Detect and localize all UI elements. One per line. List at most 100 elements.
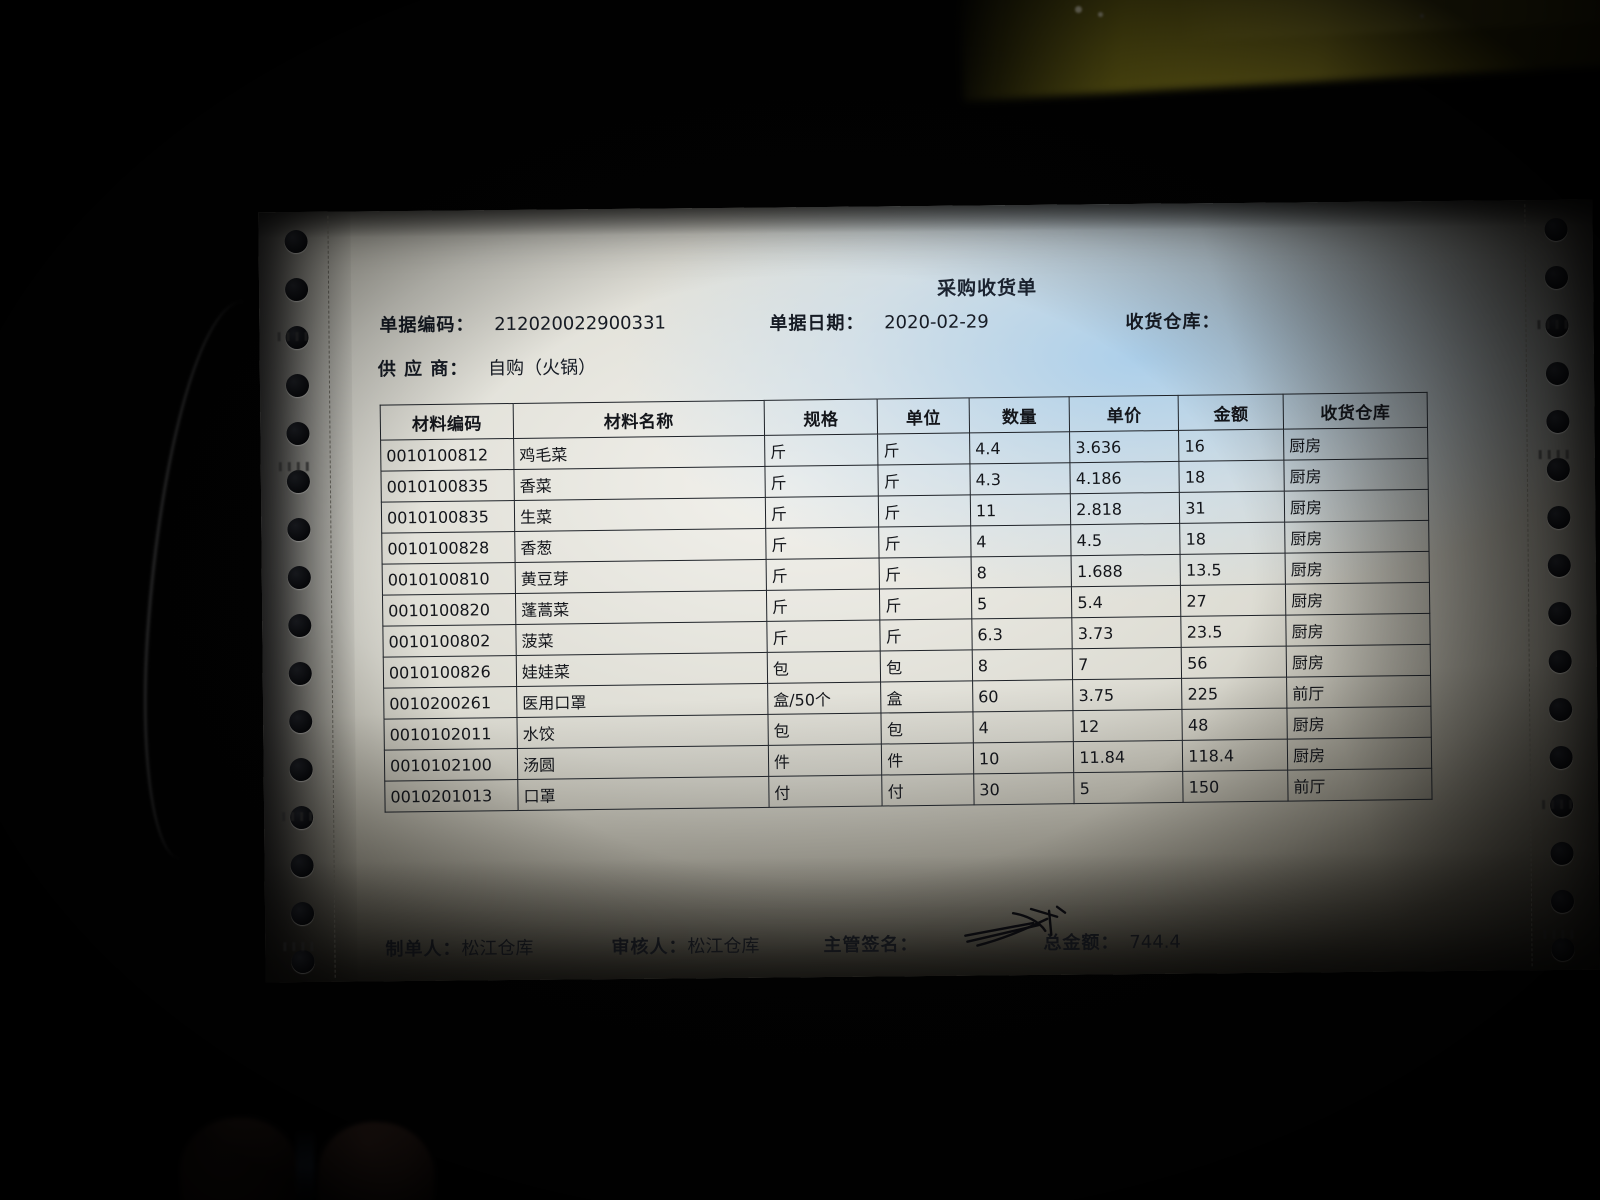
cell-qty: 5 bbox=[971, 586, 1073, 619]
feed-hole bbox=[1548, 601, 1572, 626]
doc-warehouse-label: 收货仓库： bbox=[1125, 311, 1221, 334]
cell-price: 7 bbox=[1072, 647, 1182, 680]
feed-hole bbox=[1545, 361, 1570, 386]
cell-amount: 23.5 bbox=[1181, 615, 1287, 648]
feed-edge-marking bbox=[1538, 449, 1573, 460]
cell-qty: 4 bbox=[970, 524, 1072, 557]
cell-code: 0010102011 bbox=[383, 717, 518, 751]
feed-hole bbox=[1547, 505, 1571, 530]
cell-name: 口罩 bbox=[517, 776, 769, 811]
cell-price: 3.75 bbox=[1072, 678, 1183, 711]
col-header-qty: 数量 bbox=[969, 396, 1070, 433]
cell-qty: 4 bbox=[972, 710, 1074, 743]
footer-maker-value: 松江仓库 bbox=[461, 937, 534, 960]
feed-hole bbox=[1550, 841, 1574, 866]
cell-qty: 30 bbox=[973, 772, 1075, 805]
col-header-unit: 单位 bbox=[877, 397, 970, 435]
cell-unit: 斤 bbox=[878, 525, 971, 559]
cell-unit: 斤 bbox=[878, 494, 971, 528]
cell-price: 1.688 bbox=[1071, 554, 1181, 587]
cell-code: 0010201013 bbox=[384, 779, 519, 813]
feed-hole bbox=[288, 613, 312, 638]
cell-name: 香菜 bbox=[514, 466, 766, 501]
light-speck bbox=[1420, 14, 1424, 18]
cell-unit: 斤 bbox=[877, 432, 970, 466]
cell-spec: 包 bbox=[767, 713, 882, 746]
cell-qty: 4.4 bbox=[969, 431, 1071, 464]
cell-name: 鸡毛菜 bbox=[513, 435, 765, 470]
feed-hole bbox=[1544, 217, 1568, 242]
feed-edge-marking bbox=[1537, 319, 1572, 330]
items-table-body: 0010100812 鸡毛菜斤斤 4.4 3.636 16 厨房 0010100835 香菜斤… bbox=[380, 427, 1433, 813]
cell-name: 蓬蒿菜 bbox=[515, 590, 767, 625]
feed-hole bbox=[1546, 409, 1570, 434]
cell-unit: 斤 bbox=[878, 463, 971, 497]
cell-price: 12 bbox=[1073, 709, 1183, 742]
cell-unit: 件 bbox=[881, 742, 974, 776]
doc-date-label: 单据日期： bbox=[769, 312, 865, 335]
col-header-spec: 规格 bbox=[764, 399, 878, 436]
cell-amount: 18 bbox=[1179, 522, 1286, 555]
doc-code-value: 212020022900331 bbox=[494, 312, 667, 336]
doc-supplier-value: 自购（火锅） bbox=[488, 357, 597, 380]
feed-hole bbox=[284, 277, 309, 302]
cell-unit: 斤 bbox=[879, 556, 972, 590]
feed-edge-marking bbox=[277, 331, 312, 342]
feed-hole bbox=[289, 757, 313, 782]
feed-hole bbox=[1549, 697, 1573, 722]
cell-qty: 6.3 bbox=[971, 617, 1073, 650]
feed-hole bbox=[1544, 265, 1569, 290]
cell-code: 0010100810 bbox=[382, 562, 516, 596]
cell-warehouse: 厨房 bbox=[1283, 427, 1428, 461]
cell-amount: 16 bbox=[1178, 429, 1284, 462]
document-footer: 制单人：松江仓库 审核人：松江仓库 主管签名： 总金额： 744.4 bbox=[383, 905, 1443, 960]
cell-name: 菠菜 bbox=[515, 621, 768, 656]
fingertip-left bbox=[176, 1114, 302, 1200]
light-speck bbox=[1098, 12, 1103, 17]
fingertip-gap-highlight bbox=[296, 1130, 314, 1200]
feed-hole bbox=[1549, 745, 1573, 770]
feed-hole bbox=[286, 469, 311, 494]
cell-price: 5.4 bbox=[1071, 585, 1182, 618]
feed-hole bbox=[286, 421, 310, 446]
feed-hole bbox=[285, 373, 310, 398]
receipt-paper: 采购收货单 单据编码： 212020022900331 单据日期： 2020-0… bbox=[258, 199, 1600, 983]
doc-warehouse-row: 收货仓库： bbox=[1125, 307, 1230, 334]
col-header-warehouse: 收货仓库 bbox=[1283, 392, 1428, 430]
feed-edge-marking bbox=[1543, 929, 1578, 940]
col-header-price: 单价 bbox=[1069, 395, 1179, 432]
cell-name: 医用口罩 bbox=[516, 683, 768, 718]
footer-signature: 主管签名： bbox=[823, 930, 918, 957]
feed-hole bbox=[290, 901, 315, 926]
cell-unit: 盒 bbox=[880, 680, 973, 714]
cell-warehouse: 厨房 bbox=[1285, 582, 1430, 616]
cell-code: 0010100828 bbox=[381, 531, 516, 565]
feed-hole bbox=[291, 949, 315, 974]
cell-qty: 8 bbox=[970, 555, 1072, 588]
feed-hole bbox=[284, 229, 308, 254]
cell-unit: 包 bbox=[881, 711, 974, 745]
cell-code: 0010100812 bbox=[380, 438, 515, 472]
footer-signature-label: 主管签名： bbox=[823, 934, 919, 957]
cell-spec: 斤 bbox=[766, 620, 881, 653]
feed-hole bbox=[288, 661, 312, 686]
tractor-feed-strip-left bbox=[264, 212, 337, 983]
footer-checker: 审核人：松江仓库 bbox=[611, 932, 759, 959]
footer-total: 总金额： 744.4 bbox=[1043, 928, 1181, 955]
cell-code: 0010100835 bbox=[380, 469, 515, 503]
cell-price: 3.636 bbox=[1069, 430, 1180, 463]
cell-name: 香葱 bbox=[514, 528, 766, 563]
cell-spec: 斤 bbox=[765, 527, 880, 560]
cell-name: 水饺 bbox=[517, 714, 769, 749]
cell-price: 2.818 bbox=[1070, 492, 1180, 525]
cell-amount: 118.4 bbox=[1182, 739, 1288, 772]
col-header-code: 材料编码 bbox=[380, 403, 514, 441]
cell-spec: 斤 bbox=[764, 434, 879, 467]
footer-total-value: 744.4 bbox=[1129, 931, 1182, 954]
cell-spec: 包 bbox=[767, 651, 881, 684]
document-title: 采购收货单 bbox=[936, 276, 1038, 300]
cell-spec: 盒/50个 bbox=[767, 682, 882, 715]
light-speck bbox=[1075, 6, 1082, 13]
fingertip-right bbox=[315, 1119, 437, 1200]
cell-qty: 4.3 bbox=[969, 462, 1071, 495]
